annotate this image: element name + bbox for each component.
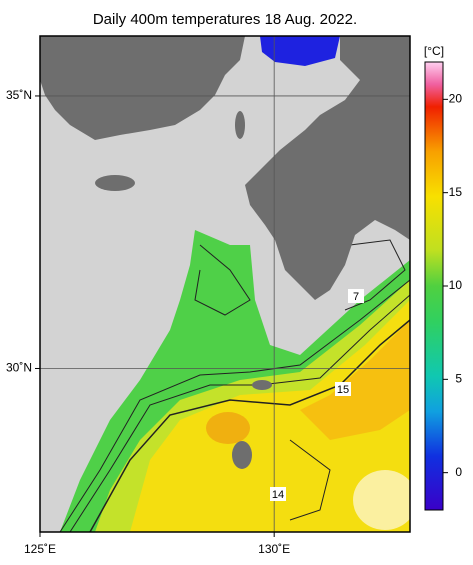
colorbar-tick-label: 5 [455,372,462,386]
contour-line [69,294,410,532]
contour-line [59,279,410,532]
contour-line [89,319,410,532]
map-title: Daily 400m temperatures 18 Aug. 2022. [93,11,357,28]
contour-label-box [270,487,286,501]
colorbar-tick-label: 20 [449,92,463,106]
cold-water [260,36,340,66]
island [235,111,245,139]
sea-warm [300,320,410,440]
map-frame [39,35,411,533]
sea-yellow [130,300,410,532]
colorbar-tick-label: 0 [455,465,462,479]
land [40,36,245,140]
sea-warm [206,412,250,444]
contour-label: 14 [272,489,284,501]
colorbar-title: [°C] [424,44,444,58]
colorbar [424,61,444,511]
y-tick-label: 30˚N [6,361,32,375]
colorbar-tick-label: 15 [449,185,463,199]
colorbar-tick-label: 10 [449,278,463,292]
island [232,441,252,469]
map-area [40,36,410,532]
island [252,380,272,390]
contour-label-box [335,382,351,396]
contour-label: 15 [337,384,349,396]
sea-warmest [353,470,410,530]
contour-label-box [348,289,364,303]
island [95,175,135,191]
contour-line [344,239,406,311]
y-tick-label: 35˚N [6,88,32,102]
x-tick-label: 130˚E [258,542,290,556]
x-tick-label: 125˚E [24,542,56,556]
contour-line [289,439,331,521]
land [245,36,410,300]
contour-line [194,244,251,316]
contour-label: 7 [353,291,359,303]
